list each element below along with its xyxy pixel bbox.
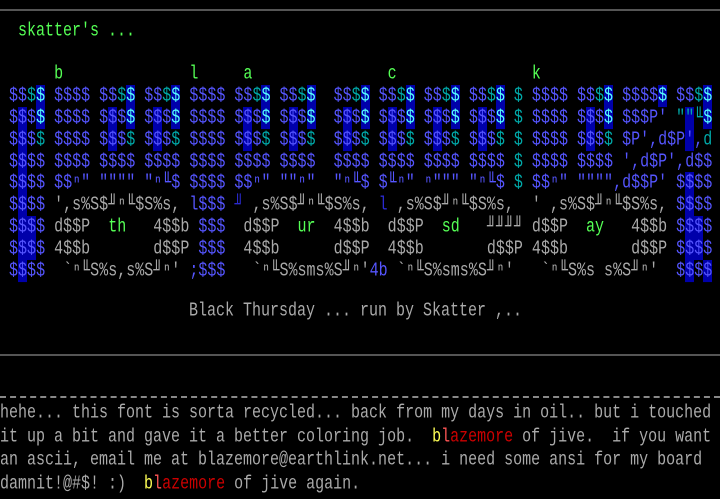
notes-line: it up a bit and gave it a better colorin… (0, 426, 711, 450)
signature-b: b (432, 425, 442, 448)
top-divider (0, 9, 720, 11)
signature-rest: azemore (162, 472, 226, 495)
art-row: $$$$ 4$$b d$$P $$$ 4$$b d$$P 4$$b d$$P 4… (0, 238, 713, 261)
art-row: $$$$ $$$$ $$$$ $$$$ $$$$ $$$$ $$$$ $$$$ … (0, 150, 712, 174)
art-row: $$$$ $$ⁿ" """" "ⁿ╙$ $$$$ $$ⁿ" ""ⁿ" "ⁿ╙$ … (0, 172, 713, 195)
notes-text: damnit!@#$! :) (0, 472, 145, 495)
art-row: $$$$ $$$$ $$$$ $$$$ $$$$ $$$$ $$$$ $$$$ … (0, 106, 713, 130)
signature-b: b (144, 472, 154, 495)
dashed-divider (0, 396, 720, 398)
art-row-text: $$$$ $$$$ $$$$ $$$$ $$$$ $$$$ $$$$ $$$$ … (9, 106, 713, 129)
notes-line-text: an ascii, email me at blazemore@earthlin… (0, 449, 703, 472)
caption-text: Black Thursday ... run by Skatter ,.. (189, 299, 523, 323)
art-row: $$$$ $$$$ $$$$ $$$$ $$$$ $$$$ $$$$ $$$$ … (0, 84, 713, 108)
art-row: b l a c k (0, 63, 712, 86)
art-row-text: $$$$ `ⁿ╙S%s,s%S╜ⁿ' ;$$$ `ⁿ╙S%sms%S╜ⁿ'4b … (9, 260, 713, 283)
signature-l: l (153, 472, 163, 495)
notes-block: hehe... this font is sorta recycled... b… (0, 402, 711, 496)
art-row-text: $$$$ $$$$ $$$$ $$$$ $$$$ $$$$ $$$$ $$$$ … (9, 150, 713, 173)
notes-text: of jive. if you want (513, 425, 712, 448)
header-title-text: skatter's ... (18, 19, 136, 43)
art-row: $$$$ d$$P th 4$$b $$$ d$$P ur 4$$b d$$P … (0, 216, 713, 239)
signature-rest: azemore (450, 425, 514, 448)
art-row-text: b l a c k (54, 62, 541, 86)
notes-line: hehe... this font is sorta recycled... b… (0, 402, 711, 426)
art-row: $$$$ ',s%S$╜ⁿ╙$S%s, l$$$ ╜ ,s%S$╜ⁿ╙$S%s,… (0, 194, 713, 217)
art-row: $$$$ `ⁿ╙S%s,s%S╜ⁿ' ;$$$ `ⁿ╙S%sms%S╜ⁿ'4b … (0, 260, 713, 283)
notes-text: it up a bit and gave it a better colorin… (0, 425, 433, 448)
middle-divider (0, 354, 720, 356)
notes-line: damnit!@#$! :) blazemore of jive again. (0, 473, 711, 497)
signature-l: l (441, 425, 451, 448)
art-row-text: $$$$ $$$$ $$$$ $$$$ $$$$ $$$$ $$$$ $$$$ … (9, 128, 713, 151)
art-row-text: $$$$ 4$$b d$$P $$$ 4$$b d$$P 4$$b d$$P 4… (9, 238, 713, 261)
caption: Black Thursday ... run by Skatter ,.. (189, 300, 522, 323)
notes-line: an ascii, email me at blazemore@earthlin… (0, 449, 711, 473)
art-row: $$$$ $$$$ $$$$ $$$$ $$$$ $$$$ $$$$ $$$$ … (0, 128, 712, 152)
art-row-text: $$$$ ',s%S$╜ⁿ╙$S%s, l$$$ ╜ ,s%S$╜ⁿ╙$S%s,… (9, 194, 713, 217)
notes-line-text: hehe... this font is sorta recycled... b… (0, 402, 712, 425)
ansi-logo-art: b l a c k $$$$ $$$$ $$$$ $$$$ $$$$ $$$$ … (0, 63, 713, 283)
notes-text: of jive again. (225, 472, 361, 495)
art-row-text: $$$$ d$$P th 4$$b $$$ d$$P ur 4$$b d$$P … (9, 216, 713, 239)
header-title: skatter's ... (18, 20, 135, 43)
art-row-text: $$$$ $$ⁿ" """" "ⁿ╙$ $$$$ $$ⁿ" ""ⁿ" "ⁿ╙$ … (9, 172, 713, 195)
art-row-text: $$$$ $$$$ $$$$ $$$$ $$$$ $$$$ $$$$ $$$$ … (9, 84, 713, 107)
